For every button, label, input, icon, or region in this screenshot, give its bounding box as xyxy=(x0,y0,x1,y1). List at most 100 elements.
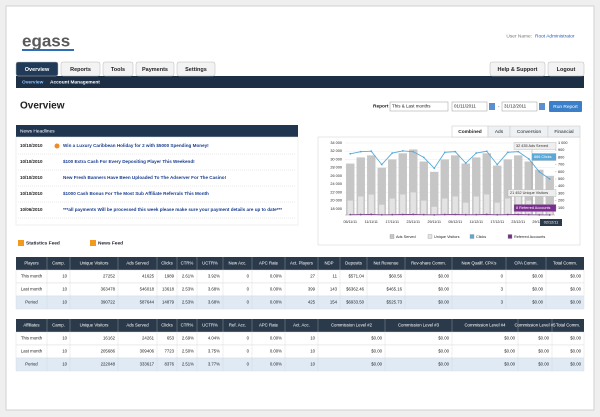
page-title: Overview xyxy=(20,101,65,112)
column-header: Act. Players xyxy=(290,261,313,266)
line-marker xyxy=(359,150,362,153)
table-cell: $0.00 xyxy=(532,287,543,292)
chart-tab[interactable] xyxy=(547,125,581,138)
chart-tab-label: Conversion xyxy=(517,129,542,135)
news-date: 10/06/2010 xyxy=(20,207,43,212)
bar xyxy=(368,194,374,215)
column-header: Camp. xyxy=(52,261,65,266)
y2-tick-label: 900 xyxy=(558,148,564,152)
bar xyxy=(503,159,512,215)
period-select[interactable] xyxy=(389,101,449,112)
table-cell: 0.00% xyxy=(270,336,282,341)
column-header: Ads Served xyxy=(126,323,149,328)
table-cell: 546018 xyxy=(140,287,155,292)
table-cell: 0 xyxy=(247,287,250,292)
bar xyxy=(493,165,502,215)
table-cell: 3.92% xyxy=(208,274,220,279)
line-marker xyxy=(391,213,394,216)
sub-nav-tab[interactable]: Account Management xyxy=(50,79,100,85)
chart-tab-label: Ads xyxy=(495,129,504,135)
table-cell: $0.00 xyxy=(438,300,449,305)
bar xyxy=(346,163,355,215)
nav-tab[interactable] xyxy=(547,61,585,77)
nav-tab[interactable] xyxy=(60,61,101,77)
bar xyxy=(452,196,458,215)
bar xyxy=(367,155,376,215)
legend-swatch[interactable] xyxy=(427,234,433,239)
column-header: Clicks xyxy=(161,323,172,328)
table-cell: 2.69% xyxy=(182,336,194,341)
table-cell: 0.00% xyxy=(270,300,282,305)
sub-nav-tab[interactable]: Overview xyxy=(22,79,44,85)
nav-tab[interactable] xyxy=(15,61,59,77)
hover-date-box xyxy=(540,219,562,226)
table-cell: 10 xyxy=(62,274,67,279)
table-cell: $0.00 xyxy=(570,274,581,279)
bar xyxy=(451,155,460,215)
table-cell: $0.00 xyxy=(438,274,449,279)
table-cell: 3.68% xyxy=(208,287,220,292)
legend-swatch[interactable] xyxy=(389,234,395,239)
table-row xyxy=(15,357,585,372)
user-name[interactable]: Root Administrator xyxy=(535,33,575,39)
legend-swatch[interactable] xyxy=(507,234,513,239)
tooltip-text: 21 452 Unique Visitors xyxy=(510,191,548,195)
table-row xyxy=(15,269,585,284)
y2-tick-label: 800 xyxy=(558,155,564,159)
news-headline[interactable]: New Fresh Banners Have Been Uploaded To … xyxy=(63,175,227,180)
nav-tab[interactable] xyxy=(135,61,175,77)
table-cell: 2.53% xyxy=(182,300,194,305)
table-cell: 2.61% xyxy=(182,274,194,279)
nav-tab[interactable] xyxy=(176,61,216,77)
table-row xyxy=(15,331,585,346)
table-cell: $60.56 xyxy=(389,274,403,279)
legend-swatch[interactable] xyxy=(469,234,475,239)
legend-label: Clicks xyxy=(476,235,486,239)
bar xyxy=(484,194,490,215)
table-header xyxy=(16,257,584,270)
logo-underline xyxy=(22,49,74,51)
table-cell: 27 xyxy=(310,274,315,279)
date-separator: - xyxy=(498,104,500,109)
news-headline[interactable]: Win a Luxury Caribbean Holiday for 2 wit… xyxy=(63,143,209,148)
tooltip-text: 32 435 Ads Served xyxy=(516,144,548,148)
news-feed[interactable]: News Feed xyxy=(98,240,123,246)
column-header: Affiliates xyxy=(23,323,39,328)
bar xyxy=(430,171,439,215)
table-cell: 154 xyxy=(330,300,338,305)
bar xyxy=(461,163,470,215)
bar xyxy=(347,200,353,215)
bar xyxy=(421,200,427,215)
news-headline[interactable]: $100 Extra Cash For Every Depositing Pla… xyxy=(63,159,195,164)
table-cell: 10 xyxy=(62,300,67,305)
date-to[interactable] xyxy=(501,101,538,112)
table-cell: $0.00 xyxy=(438,287,449,292)
nav-tab[interactable] xyxy=(102,61,134,77)
table-cell: $0.00 xyxy=(570,349,581,354)
run-report-button[interactable] xyxy=(549,101,582,112)
table-cell: 24261 xyxy=(142,336,155,341)
news-date: 10/10/2010 xyxy=(20,159,43,164)
table-cell: 10 xyxy=(62,287,67,292)
column-header: Commission Level #4 xyxy=(464,323,506,328)
table-cell: Last month xyxy=(21,349,43,354)
news-headline[interactable]: ***all payments Will be processed this w… xyxy=(63,207,282,212)
calendar-icon[interactable] xyxy=(489,103,495,110)
line-marker xyxy=(422,213,425,216)
logo[interactable]: egass xyxy=(22,31,70,50)
y2-tick-label: 100 xyxy=(558,206,564,210)
nav-tab[interactable] xyxy=(489,61,546,77)
bar xyxy=(473,196,479,215)
table-cell: 8376 xyxy=(164,362,174,367)
table-cell: 27252 xyxy=(103,274,116,279)
bar xyxy=(389,198,395,215)
statistics-feed[interactable]: Statistics Feed xyxy=(26,240,60,246)
date-from[interactable] xyxy=(451,101,488,112)
nav-tab-label: Help & Support xyxy=(497,67,537,73)
calendar-icon[interactable] xyxy=(539,103,545,110)
table-cell: 10 xyxy=(62,362,67,367)
table-cell: 10 xyxy=(62,336,67,341)
bar xyxy=(409,149,418,215)
news-headline[interactable]: $1000 Cash Bonus For The Most Sub Affili… xyxy=(63,191,209,196)
